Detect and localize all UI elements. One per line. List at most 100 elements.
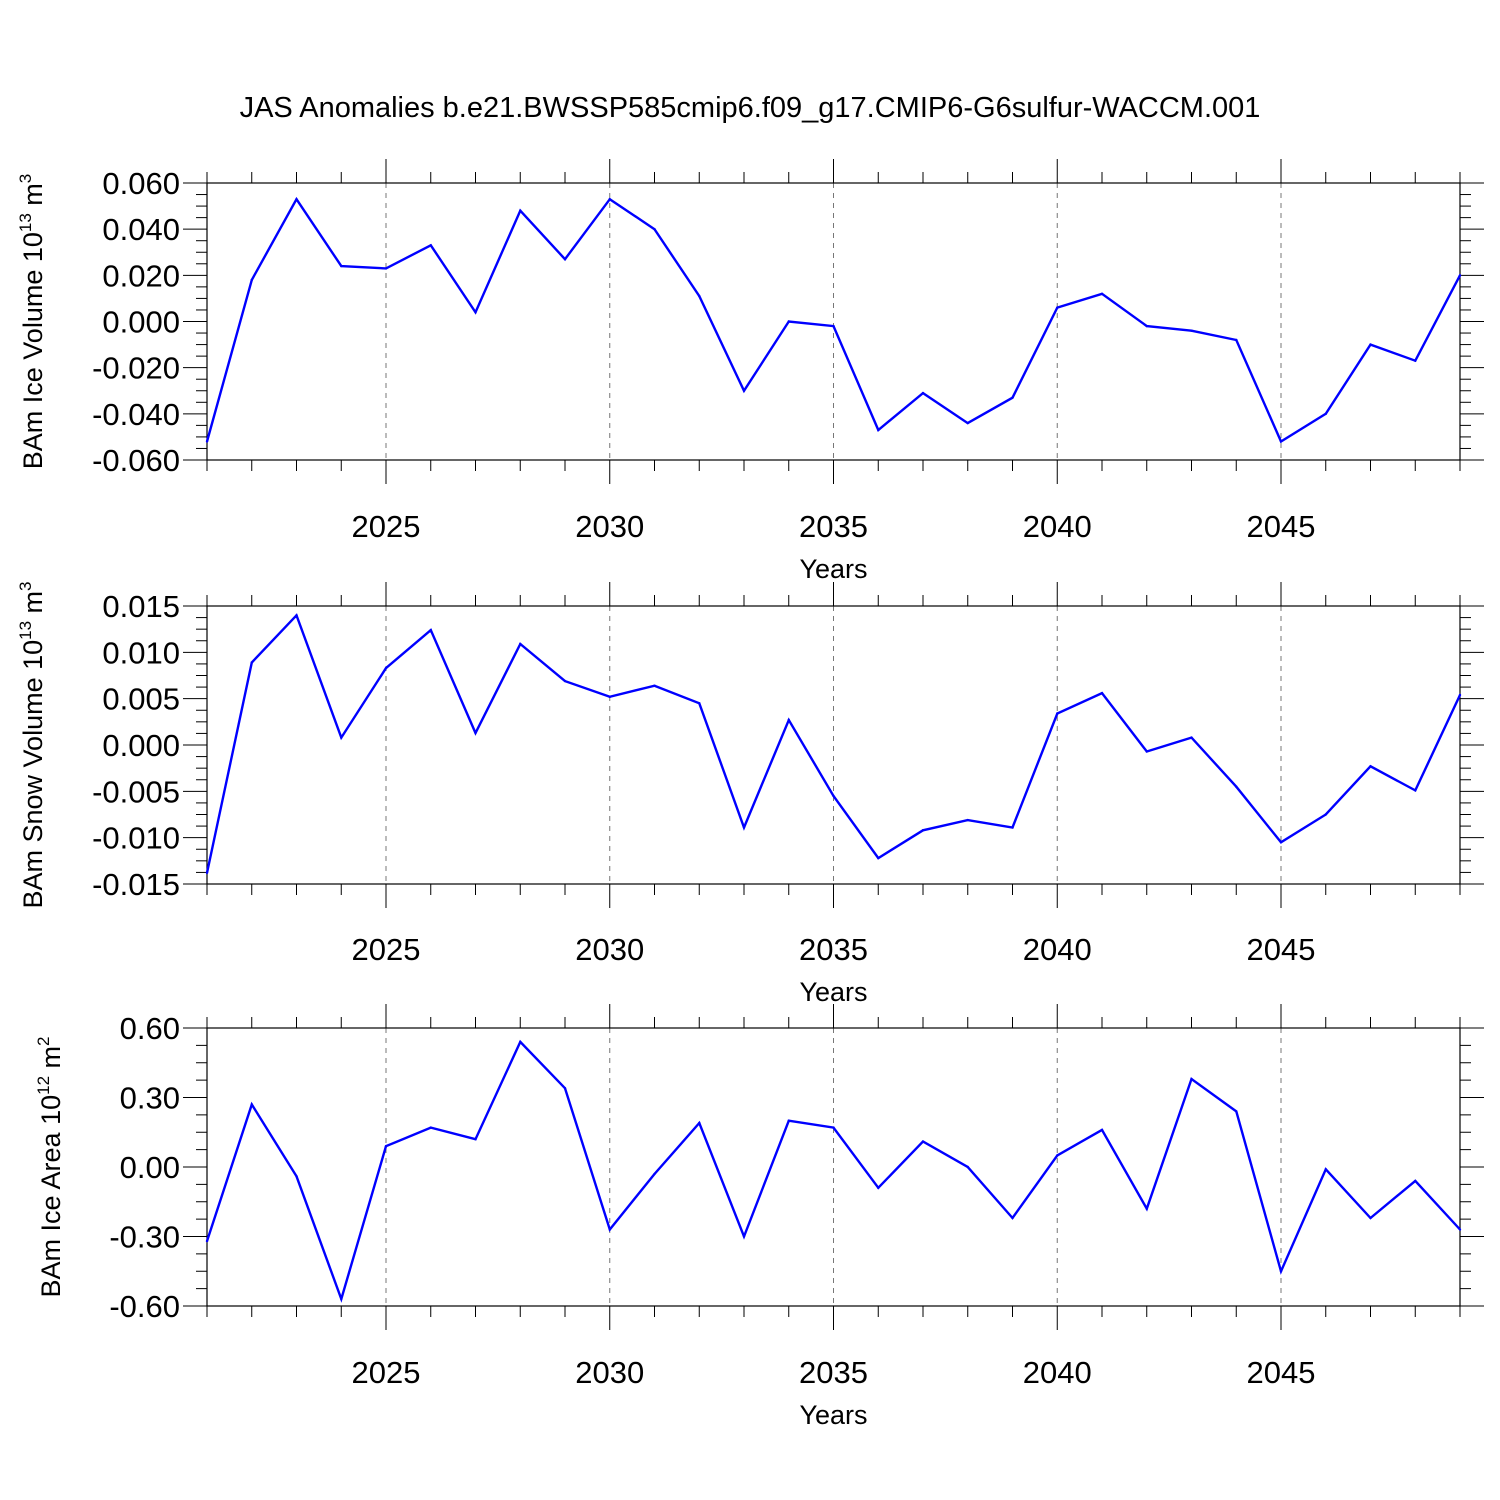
data-point (519, 209, 522, 212)
data-point (1235, 1110, 1238, 1113)
data-point (921, 1140, 925, 1143)
data-point (832, 1126, 835, 1129)
data-point (787, 1119, 790, 1122)
y-tick-label: 0.010 (102, 635, 180, 670)
y-axis-title: BAm Snow Volume 1013 m3 (16, 581, 48, 908)
data-point (295, 197, 298, 201)
data-point (563, 679, 567, 683)
data-point (877, 1186, 880, 1190)
y-tick-label: 0.015 (102, 589, 180, 624)
x-tick-label: 2045 (1247, 1355, 1316, 1390)
data-point (698, 1121, 701, 1125)
data-point (429, 628, 432, 632)
data-point (742, 1235, 746, 1238)
data-point (205, 1239, 209, 1243)
data-point (1190, 736, 1193, 739)
x-tick-label: 2030 (575, 932, 644, 967)
data-point (1458, 693, 1462, 697)
x-tick-label: 2045 (1247, 509, 1316, 544)
y-tick-label: 0.30 (120, 1081, 180, 1116)
y-axis-title: BAm Ice Area 1012 m2 (34, 1037, 66, 1298)
data-point (1011, 396, 1014, 399)
data-point (1011, 1216, 1014, 1220)
panel-snow-volume: -0.015 -0.010 -0.005 0.000 0.005 0.010 0.015 20… (16, 581, 1484, 1007)
y-tick-label: -0.60 (109, 1289, 180, 1324)
data-point (1279, 440, 1283, 443)
data-point (340, 264, 343, 268)
x-tick-label: 2030 (575, 1355, 644, 1390)
x-tick-label: 2025 (352, 1355, 421, 1390)
data-point (1235, 338, 1238, 342)
data-point (1414, 359, 1417, 362)
data-point (1100, 292, 1104, 295)
data-point (1100, 691, 1104, 695)
y-tick-label: 0.60 (120, 1011, 180, 1046)
x-tick-label: 2040 (1023, 509, 1092, 544)
data-point (698, 702, 701, 705)
data-point (340, 736, 343, 739)
data-point (877, 856, 880, 860)
data-point (1100, 1128, 1104, 1132)
panel-ice-area: -0.60 -0.30 0.00 0.30 0.60 2025 2030 2035 2040 20… (34, 1004, 1484, 1430)
data-point (1011, 826, 1014, 829)
data-point (474, 731, 477, 735)
data-point (1145, 1207, 1148, 1210)
x-tick-label: 2030 (575, 509, 644, 544)
series-line-snow-volume (205, 613, 1462, 874)
data-point (653, 1172, 656, 1176)
data-point (698, 294, 701, 298)
x-tick-label: 2025 (352, 932, 421, 967)
y-tick-label: 0.040 (102, 212, 180, 247)
data-point (474, 311, 477, 314)
data-point (1324, 412, 1327, 416)
data-point (921, 829, 925, 832)
y-tick-label: 0.005 (102, 682, 180, 717)
y-tick-label: -0.060 (92, 443, 180, 478)
y-tick-label: -0.005 (92, 774, 180, 809)
data-point (1190, 329, 1193, 332)
y-tick-label: -0.020 (92, 351, 180, 386)
data-point (966, 818, 969, 822)
data-point (832, 324, 835, 328)
data-point (1235, 785, 1238, 788)
data-point (563, 257, 567, 261)
data-point (1458, 274, 1462, 277)
x-tick-label: 2035 (799, 932, 868, 967)
data-point (1414, 1179, 1417, 1183)
data-point (250, 661, 253, 664)
data-point (1145, 750, 1148, 753)
x-tick-label: 2045 (1247, 932, 1316, 967)
data-point (608, 197, 611, 201)
y-tick-label: 0.060 (102, 166, 180, 201)
y-tick-label: -0.30 (109, 1220, 180, 1255)
data-point (742, 826, 746, 829)
y-tick-label: -0.040 (92, 397, 180, 432)
data-point (1414, 789, 1417, 792)
data-point (1056, 1154, 1059, 1157)
data-point (1324, 813, 1327, 816)
data-point (205, 440, 209, 443)
data-point (1369, 1216, 1372, 1220)
x-tick-label: 2035 (799, 1355, 868, 1390)
y-tick-label: 0.000 (102, 305, 180, 340)
data-point (1190, 1077, 1193, 1081)
data-point (429, 1126, 432, 1129)
data-point (966, 1165, 969, 1169)
data-point (384, 267, 388, 270)
data-point (608, 1228, 611, 1231)
data-point (519, 1040, 522, 1044)
data-point (877, 428, 880, 432)
x-tick-label: 2040 (1023, 932, 1092, 967)
data-point (653, 227, 656, 231)
data-point (429, 244, 432, 247)
data-point (921, 391, 925, 395)
data-point (563, 1087, 567, 1090)
data-point (384, 1144, 388, 1148)
data-point (474, 1138, 477, 1141)
y-tick-label: 0.000 (102, 728, 180, 763)
data-point (1279, 1270, 1283, 1273)
data-point (787, 320, 790, 323)
y-tick-label: -0.010 (92, 821, 180, 856)
chart-title: JAS Anomalies b.e21.BWSSP585cmip6.f09_g1… (239, 92, 1261, 124)
